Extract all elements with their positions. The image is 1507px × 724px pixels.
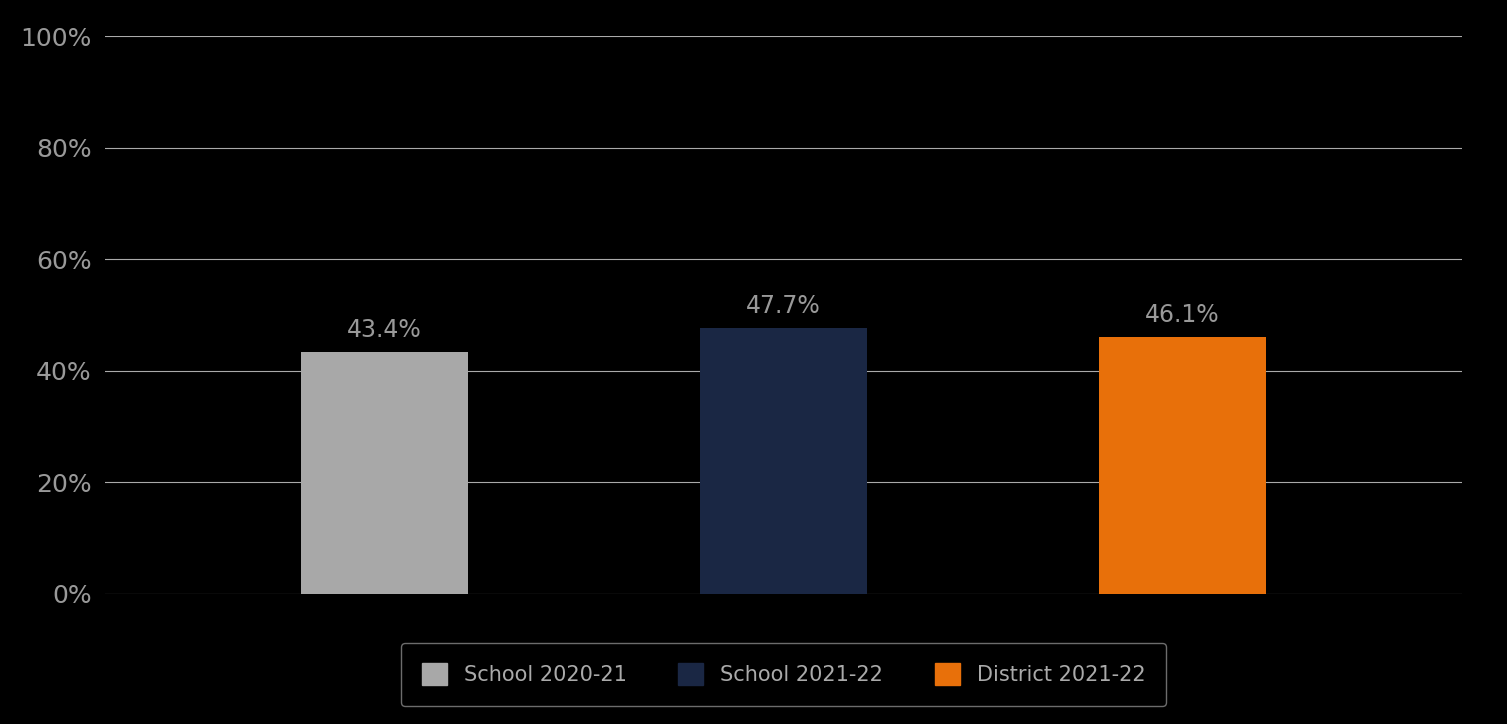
Text: 46.1%: 46.1% [1145, 303, 1219, 327]
Bar [1099, 337, 1266, 594]
Text: 43.4%: 43.4% [347, 318, 422, 342]
Text: 47.7%: 47.7% [746, 294, 821, 318]
Bar [699, 328, 868, 594]
Legend: School 2020-21, School 2021-22, District 2021-22: School 2020-21, School 2021-22, District… [401, 642, 1166, 706]
Bar [301, 352, 469, 594]
